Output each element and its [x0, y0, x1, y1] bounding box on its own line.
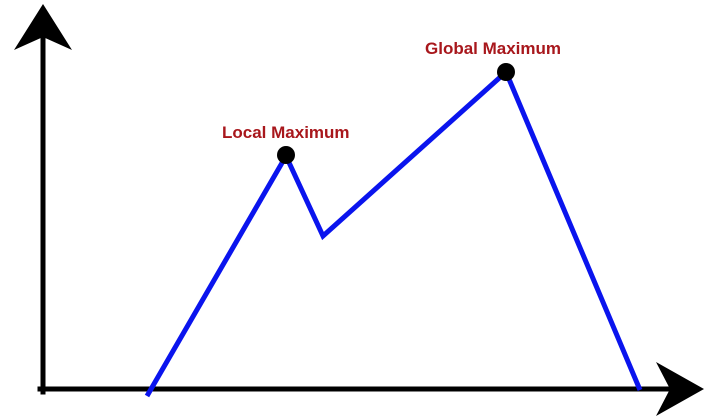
x-axis-arrowhead [656, 362, 704, 416]
global-maximum-marker [497, 63, 515, 81]
local-maximum-marker [277, 146, 295, 164]
objective-curve [144, 67, 643, 398]
local-maximum-label: Local Maximum [222, 123, 350, 142]
y-axis-arrowhead [14, 4, 72, 50]
global-maximum-label: Global Maximum [425, 39, 561, 58]
